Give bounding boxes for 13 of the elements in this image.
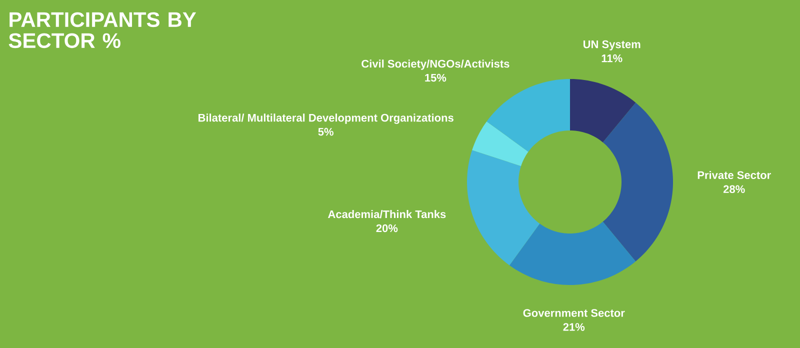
data-label: 20%	[376, 224, 398, 232]
data-label: 21%	[563, 323, 585, 331]
chart-title: PARTICIPANTS BY SECTOR %	[8, 12, 196, 48]
slice-label: Civil Society/NGOs/Activists	[362, 60, 510, 70]
slice-label: Bilateral/ Multilateral Development Organizations	[198, 114, 454, 124]
slice-label: Government Sector	[523, 309, 625, 317]
data-label: 15%	[425, 74, 446, 82]
data-label: 11%	[602, 54, 622, 62]
slice-label: Academia/Think Tanks	[328, 210, 446, 218]
slice-label: UN System	[584, 40, 640, 50]
slice-label: Private Sector	[698, 170, 771, 180]
data-label: 28%	[724, 185, 745, 194]
data-label: 5%	[318, 128, 334, 136]
